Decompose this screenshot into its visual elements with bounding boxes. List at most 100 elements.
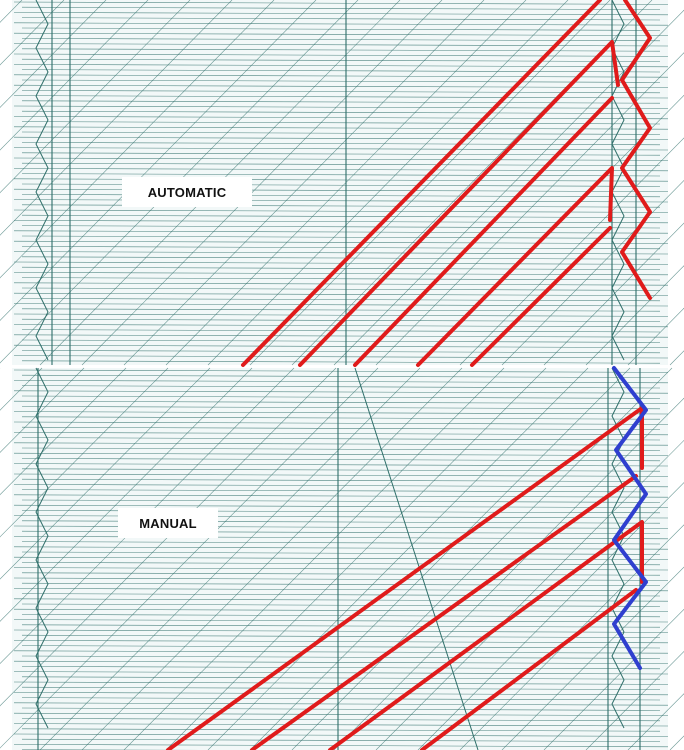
wrap-line (13, 147, 669, 151)
helix-line (0, 367, 127, 496)
wrap-line (21, 489, 661, 493)
wrap-line (21, 162, 661, 166)
wrap-line (21, 350, 661, 354)
wrap-line (13, 692, 669, 696)
wrap-line (21, 447, 661, 451)
wrap-line (13, 702, 669, 706)
wrap-line (13, 324, 669, 328)
wrap-line (13, 473, 669, 477)
wrap-line (13, 84, 669, 88)
helix-line (585, 265, 684, 366)
red-edge-zigzag (620, 0, 652, 300)
wrap-line (21, 246, 661, 250)
wrap-line (21, 58, 661, 62)
wrap-line (13, 681, 669, 685)
wrap-line (21, 655, 661, 659)
wrap-line (21, 152, 661, 156)
wrap-line (13, 168, 669, 172)
wrap-line (21, 27, 661, 31)
wrap-line (21, 666, 661, 670)
wrap-line (13, 53, 669, 57)
wrap-line (13, 588, 669, 592)
manual-label: MANUAL (118, 508, 218, 538)
wrap-line (13, 712, 669, 716)
wrap-line (21, 298, 661, 302)
wrap-line (21, 416, 661, 420)
helix-line (0, 0, 65, 66)
wrap-line (21, 458, 661, 462)
wrap-line (21, 728, 661, 732)
helix-line (0, 367, 253, 622)
blue-edge-zigzag (612, 366, 648, 670)
helix-line (0, 0, 107, 108)
wrap-line (21, 69, 661, 73)
wrap-line (13, 251, 669, 255)
wrap-line (13, 369, 669, 373)
helix-line (207, 367, 589, 750)
wrap-line (13, 608, 669, 612)
wrap-line (21, 287, 661, 291)
helix-line (459, 137, 684, 366)
wrap-line (21, 395, 661, 399)
helix-line (543, 608, 684, 750)
helix-line (0, 367, 295, 664)
wrap-line (21, 142, 661, 146)
wrap-line (21, 603, 661, 607)
wrap-line (13, 344, 669, 348)
helix-line (0, 367, 211, 580)
wrap-line (21, 385, 661, 389)
helix-line (543, 222, 684, 366)
helix-line (501, 566, 684, 750)
wrap-line (13, 421, 669, 425)
wrap-line (13, 209, 669, 213)
wrap-line (13, 282, 669, 286)
wrap-line (13, 744, 669, 748)
red-wrap-line (241, 0, 602, 367)
wrap-line (21, 339, 661, 343)
wrap-line (13, 567, 669, 571)
wrap-line (21, 38, 661, 42)
helix-line (669, 735, 684, 750)
wrap-line (13, 494, 669, 498)
wrap-line (21, 478, 661, 482)
helix-line (0, 0, 275, 279)
red-wrap-line (328, 520, 644, 750)
helix-line (459, 524, 684, 750)
helix-line (81, 367, 463, 750)
wrap-line (13, 390, 669, 394)
wrap-line (13, 400, 669, 404)
wrap-line (21, 17, 661, 21)
wrap-line (21, 131, 661, 135)
wrap-line (13, 292, 669, 296)
helix-line (585, 651, 684, 750)
wrap-line (13, 272, 669, 276)
helix-line (249, 367, 631, 750)
red-wrap-line (416, 166, 614, 367)
red-wrap-line (250, 474, 638, 750)
wrap-line (13, 556, 669, 560)
wrap-line (13, 64, 669, 68)
helix-line (39, 367, 421, 750)
wrap-line (13, 442, 669, 446)
right-edge-path (611, 0, 625, 361)
wrap-line (13, 671, 669, 675)
wrap-line (13, 650, 669, 654)
helix-line (375, 439, 684, 750)
wrap-line (21, 697, 661, 701)
helix-line (501, 180, 684, 366)
wrap-line (13, 157, 669, 161)
wrap-line (13, 619, 669, 623)
helix-line (81, 0, 443, 366)
wrap-line (13, 598, 669, 602)
wrap-line (21, 6, 661, 10)
wrap-line (13, 504, 669, 508)
automatic-label: AUTOMATIC (122, 177, 252, 207)
wrap-line (13, 733, 669, 737)
wrap-line (21, 426, 661, 430)
wrap-line (13, 546, 669, 550)
wrap-line (21, 593, 661, 597)
wrap-line (21, 79, 661, 83)
wrap-line (21, 645, 661, 649)
wrap-line (21, 235, 661, 239)
wrap-line (13, 1, 669, 5)
